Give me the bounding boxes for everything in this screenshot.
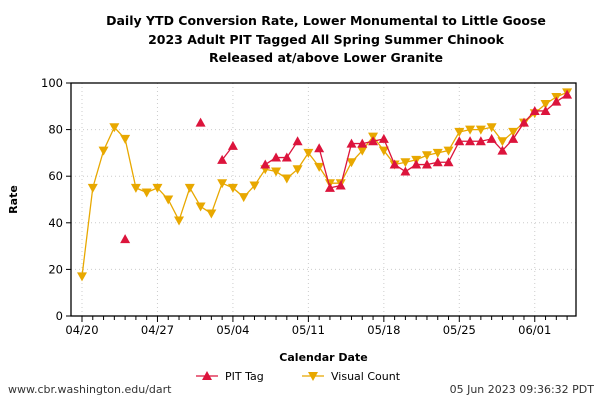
data-point-pit-tag xyxy=(368,136,379,146)
data-point-pit-tag xyxy=(346,138,357,148)
plot-frame xyxy=(70,82,577,317)
data-point-pit-tag xyxy=(378,133,389,143)
data-point-pit-tag xyxy=(540,105,551,115)
data-point-visual-count xyxy=(87,183,98,193)
data-point-pit-tag xyxy=(551,96,562,106)
x-tick-label: 05/25 xyxy=(443,323,476,337)
data-point-pit-tag xyxy=(271,152,282,162)
data-point-pit-tag xyxy=(562,89,573,99)
data-point-pit-tag xyxy=(335,180,346,190)
legend-label: PIT Tag xyxy=(225,370,264,383)
data-point-visual-count xyxy=(184,183,195,193)
chart-title-3: Released at/above Lower Granite xyxy=(208,50,444,65)
data-point-pit-tag xyxy=(529,105,540,115)
x-tick-label: 06/01 xyxy=(518,323,551,337)
data-point-pit-tag xyxy=(195,117,206,127)
data-point-pit-tag xyxy=(314,143,325,153)
chart-title-1: Daily YTD Conversion Rate, Lower Monumen… xyxy=(106,13,546,28)
data-point-pit-tag xyxy=(400,166,411,176)
data-point-visual-count xyxy=(238,193,249,203)
data-point-visual-count xyxy=(292,165,303,175)
data-point-visual-count xyxy=(120,134,131,144)
data-point-visual-count xyxy=(195,202,206,212)
data-point-visual-count xyxy=(475,125,486,135)
data-point-pit-tag xyxy=(486,133,497,143)
data-point-visual-count xyxy=(163,195,174,205)
legend-marker xyxy=(308,372,318,381)
legend-marker xyxy=(202,371,212,380)
data-point-pit-tag xyxy=(227,140,238,150)
data-point-pit-tag xyxy=(281,152,292,162)
y-tick-label: 80 xyxy=(48,123,63,137)
data-point-pit-tag xyxy=(389,159,400,169)
data-point-visual-count xyxy=(400,158,411,168)
y-tick-label: 100 xyxy=(41,76,63,90)
footer-url: www.cbr.washington.edu/dart xyxy=(8,383,172,396)
data-point-pit-tag xyxy=(518,117,529,127)
data-point-pit-tag xyxy=(421,159,432,169)
data-point-visual-count xyxy=(357,146,368,156)
data-point-visual-count xyxy=(443,146,454,156)
x-tick-label: 05/18 xyxy=(367,323,400,337)
data-point-pit-tag xyxy=(324,182,335,192)
y-axis-label: Rate xyxy=(7,185,20,214)
series-line-pit-tag xyxy=(264,140,299,166)
data-point-visual-count xyxy=(109,123,120,133)
data-point-visual-count xyxy=(454,127,465,137)
data-point-pit-tag xyxy=(120,234,131,244)
data-point-visual-count xyxy=(271,167,282,177)
data-point-visual-count xyxy=(314,162,325,172)
data-point-visual-count xyxy=(217,179,228,189)
x-tick-label: 04/27 xyxy=(141,323,174,337)
data-point-visual-count xyxy=(486,123,497,133)
data-point-visual-count xyxy=(206,209,217,219)
x-tick-label: 05/11 xyxy=(292,323,325,337)
chart-title-2: 2023 Adult PIT Tagged All Spring Summer … xyxy=(148,32,504,47)
x-tick-label: 05/04 xyxy=(216,323,249,337)
data-point-pit-tag xyxy=(465,136,476,146)
data-point-visual-count xyxy=(227,183,238,193)
data-point-visual-count xyxy=(378,146,389,156)
legend-label: Visual Count xyxy=(331,370,401,383)
y-tick-label: 0 xyxy=(56,309,63,323)
data-point-visual-count xyxy=(98,146,109,156)
data-point-pit-tag xyxy=(497,145,508,155)
data-point-pit-tag xyxy=(508,133,519,143)
data-point-visual-count xyxy=(303,148,314,158)
data-point-visual-count xyxy=(465,125,476,135)
data-point-visual-count xyxy=(346,158,357,168)
data-point-pit-tag xyxy=(357,138,368,148)
footer-timestamp: 05 Jun 2023 09:36:32 PDT xyxy=(449,383,594,396)
y-tick-label: 40 xyxy=(48,216,63,230)
data-point-pit-tag xyxy=(454,136,465,146)
x-tick-label: 04/20 xyxy=(65,323,98,337)
x-axis-label: Calendar Date xyxy=(279,351,367,364)
data-point-visual-count xyxy=(508,127,519,137)
data-point-visual-count xyxy=(141,188,152,198)
data-point-pit-tag xyxy=(475,136,486,146)
data-point-visual-count xyxy=(432,148,443,158)
data-point-visual-count xyxy=(130,183,141,193)
data-point-pit-tag xyxy=(260,159,271,169)
data-point-pit-tag xyxy=(443,157,454,167)
series-line-visual-count xyxy=(81,91,568,277)
data-point-visual-count xyxy=(152,183,163,193)
data-point-visual-count xyxy=(540,99,551,109)
series-line-pit-tag xyxy=(318,94,568,189)
data-point-pit-tag xyxy=(217,154,228,164)
data-point-pit-tag xyxy=(292,136,303,146)
data-point-visual-count xyxy=(249,181,260,191)
y-tick-label: 20 xyxy=(48,262,63,276)
data-point-visual-count xyxy=(281,174,292,184)
data-point-visual-count xyxy=(174,216,185,226)
data-point-visual-count xyxy=(77,272,87,282)
data-point-visual-count xyxy=(421,151,432,161)
data-point-visual-count xyxy=(497,137,508,147)
data-point-pit-tag xyxy=(411,159,422,169)
y-tick-label: 60 xyxy=(48,169,63,183)
data-point-pit-tag xyxy=(432,157,443,167)
